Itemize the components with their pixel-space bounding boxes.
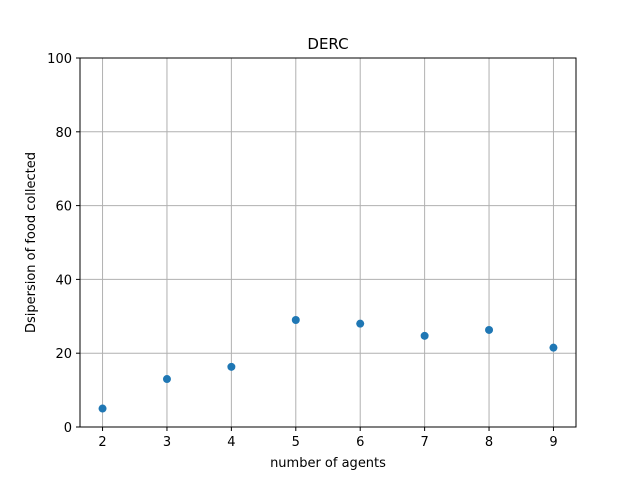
y-tick-label: 0 — [64, 421, 72, 436]
data-point — [291, 315, 300, 324]
y-axis-label: Dsipersion of food collected — [24, 152, 39, 333]
x-tick-label: 4 — [227, 435, 235, 450]
plot-frame — [79, 57, 577, 428]
data-point — [227, 362, 236, 371]
y-tick-label: 40 — [55, 273, 72, 288]
data-point — [98, 404, 107, 413]
data-points — [98, 315, 558, 413]
data-point — [420, 331, 429, 340]
chart-title: DERC — [307, 35, 348, 53]
x-tick-label: 7 — [420, 435, 428, 450]
y-tick-label: 60 — [55, 200, 72, 215]
data-point — [162, 375, 171, 384]
x-axis-label: number of agents — [270, 456, 386, 471]
x-tick-label: 2 — [98, 435, 106, 450]
x-tick-label: 8 — [485, 435, 493, 450]
data-point — [356, 319, 365, 328]
y-tick-label: 100 — [47, 52, 72, 67]
y-tick-label: 80 — [55, 126, 72, 141]
x-tick-label: 5 — [292, 435, 300, 450]
x-axis-ticks: 2 3 4 5 6 7 8 9 — [98, 427, 558, 450]
x-tick-label: 9 — [549, 435, 557, 450]
x-tick-label: 6 — [356, 435, 364, 450]
y-tick-label: 20 — [55, 347, 72, 362]
data-point — [549, 343, 558, 352]
x-tick-label: 3 — [163, 435, 171, 450]
data-point — [485, 325, 494, 334]
y-axis-ticks: 0 20 40 60 80 100 — [47, 52, 80, 436]
